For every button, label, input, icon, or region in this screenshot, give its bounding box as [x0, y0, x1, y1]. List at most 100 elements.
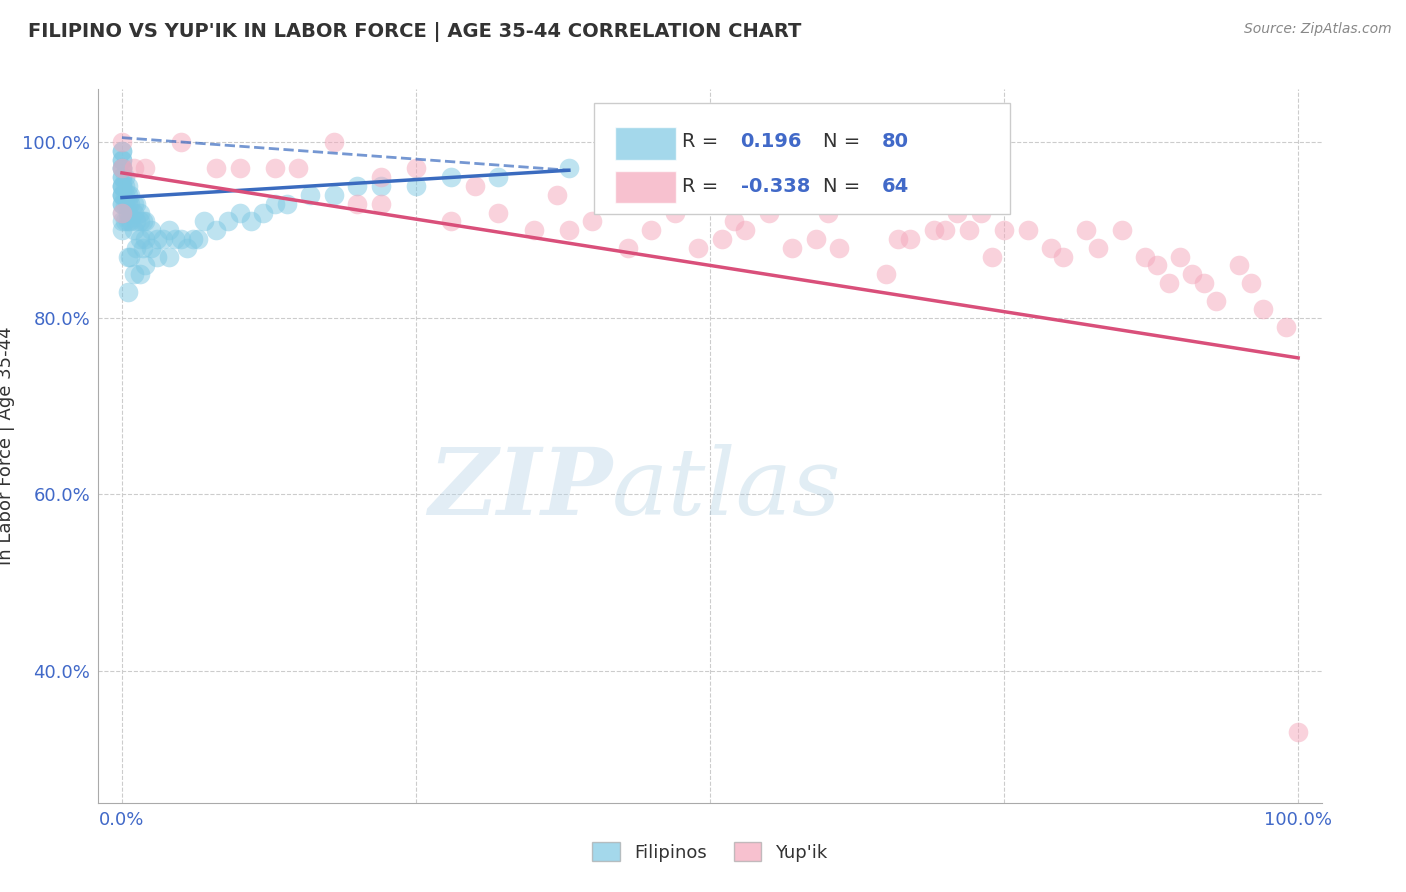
Point: [664, 205, 686, 219]
Text: -0.338: -0.338: [741, 178, 810, 196]
Point: [132, 214, 155, 228]
Point: [263, 196, 285, 211]
Point: [111, 205, 134, 219]
Point: [276, 196, 298, 211]
Point: [134, 161, 156, 176]
Text: atlas: atlas: [612, 444, 842, 533]
Point: [852, 170, 875, 185]
Text: R =: R =: [682, 178, 724, 196]
Text: Source: ZipAtlas.com: Source: ZipAtlas.com: [1244, 22, 1392, 37]
Point: [170, 135, 193, 149]
Point: [252, 205, 274, 219]
Point: [117, 214, 139, 228]
Point: [1135, 250, 1157, 264]
Point: [117, 179, 139, 194]
Point: [228, 161, 250, 176]
Point: [132, 241, 155, 255]
Point: [111, 188, 134, 202]
Point: [125, 241, 148, 255]
Point: [1286, 725, 1309, 739]
Point: [710, 232, 733, 246]
Point: [440, 214, 463, 228]
Point: [688, 241, 710, 255]
Point: [111, 144, 134, 158]
Point: [111, 179, 134, 194]
Point: [146, 232, 169, 246]
Point: [922, 223, 945, 237]
Point: [723, 214, 745, 228]
Point: [1205, 293, 1227, 308]
Text: ZIP: ZIP: [427, 444, 612, 533]
Y-axis label: In Labor Force | Age 35-44: In Labor Force | Age 35-44: [0, 326, 15, 566]
Point: [758, 205, 780, 219]
Point: [111, 205, 134, 219]
Point: [1170, 250, 1192, 264]
Point: [287, 161, 309, 176]
Point: [322, 188, 344, 202]
Point: [1111, 223, 1133, 237]
FancyBboxPatch shape: [614, 170, 676, 203]
Text: 80: 80: [882, 132, 908, 151]
Point: [240, 214, 263, 228]
Point: [125, 196, 148, 211]
Point: [299, 188, 322, 202]
Point: [114, 170, 136, 185]
Point: [405, 161, 427, 176]
Point: [111, 196, 134, 211]
Point: [734, 223, 756, 237]
Point: [134, 259, 156, 273]
Point: [1157, 276, 1180, 290]
Point: [1251, 302, 1274, 317]
Point: [122, 161, 145, 176]
Point: [993, 223, 1015, 237]
Point: [146, 250, 169, 264]
Point: [117, 196, 139, 211]
Point: [111, 188, 134, 202]
Point: [957, 223, 980, 237]
Point: [605, 196, 627, 211]
Point: [181, 232, 204, 246]
Point: [1240, 276, 1263, 290]
Text: FILIPINO VS YUP'IK IN LABOR FORCE | AGE 35-44 CORRELATION CHART: FILIPINO VS YUP'IK IN LABOR FORCE | AGE …: [28, 22, 801, 42]
Point: [122, 196, 145, 211]
Point: [817, 205, 839, 219]
Point: [114, 188, 136, 202]
Point: [120, 250, 142, 264]
Point: [111, 214, 134, 228]
Point: [128, 214, 150, 228]
Point: [163, 232, 186, 246]
Point: [122, 205, 145, 219]
Point: [946, 205, 969, 219]
Point: [464, 179, 486, 194]
Point: [205, 223, 228, 237]
Point: [122, 223, 145, 237]
Point: [176, 241, 198, 255]
Point: [346, 196, 368, 211]
Point: [141, 223, 163, 237]
Point: [187, 232, 209, 246]
Point: [1017, 223, 1039, 237]
Point: [981, 250, 1004, 264]
Point: [934, 223, 956, 237]
Point: [141, 241, 163, 255]
Point: [875, 267, 897, 281]
Point: [370, 170, 392, 185]
Point: [782, 241, 804, 255]
Point: [1040, 241, 1063, 255]
Point: [887, 232, 910, 246]
Point: [114, 196, 136, 211]
Point: [111, 179, 134, 194]
Text: 0.196: 0.196: [741, 132, 801, 151]
Point: [546, 188, 568, 202]
Point: [117, 205, 139, 219]
Point: [128, 267, 150, 281]
Point: [111, 223, 134, 237]
Point: [440, 170, 463, 185]
Point: [111, 179, 134, 194]
Point: [111, 161, 134, 176]
Point: [111, 196, 134, 211]
Point: [558, 223, 581, 237]
Point: [120, 188, 142, 202]
Point: [111, 161, 134, 176]
Point: [1275, 320, 1298, 334]
